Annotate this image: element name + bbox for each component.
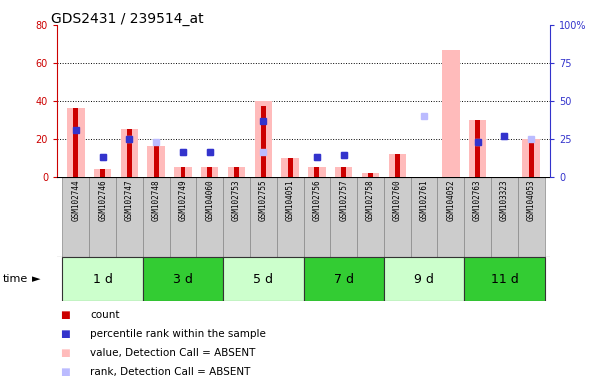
Bar xyxy=(143,257,223,301)
Text: GSM103323: GSM103323 xyxy=(500,179,509,221)
Text: 7 d: 7 d xyxy=(334,273,353,286)
Bar xyxy=(491,177,518,257)
Text: GSM102744: GSM102744 xyxy=(72,179,81,221)
Text: GSM102749: GSM102749 xyxy=(178,179,188,221)
Text: GSM102747: GSM102747 xyxy=(125,179,134,221)
Text: ►: ► xyxy=(32,274,40,285)
Bar xyxy=(304,177,331,257)
Bar xyxy=(201,167,219,177)
Bar xyxy=(288,158,293,177)
Bar xyxy=(154,146,159,177)
Bar xyxy=(529,139,534,177)
Bar xyxy=(255,101,272,177)
Bar xyxy=(314,167,319,177)
Text: GSM104053: GSM104053 xyxy=(526,179,535,221)
Bar xyxy=(442,50,460,177)
Text: GSM102761: GSM102761 xyxy=(419,179,429,221)
Text: GSM102756: GSM102756 xyxy=(313,179,322,221)
Bar xyxy=(384,257,464,301)
Bar xyxy=(410,177,438,257)
Text: 1 d: 1 d xyxy=(93,273,112,286)
Bar xyxy=(331,177,357,257)
Bar xyxy=(207,167,212,177)
Bar xyxy=(308,167,326,177)
Text: GDS2431 / 239514_at: GDS2431 / 239514_at xyxy=(51,12,204,25)
Text: 9 d: 9 d xyxy=(414,273,434,286)
Bar xyxy=(73,108,78,177)
Bar xyxy=(518,177,545,257)
Bar xyxy=(438,177,464,257)
Bar xyxy=(368,173,373,177)
Text: ■: ■ xyxy=(60,367,70,377)
Bar xyxy=(197,177,223,257)
Text: GSM102748: GSM102748 xyxy=(151,179,160,221)
Bar xyxy=(169,177,197,257)
Bar xyxy=(384,177,410,257)
Bar xyxy=(357,177,384,257)
Text: GSM102753: GSM102753 xyxy=(232,179,241,221)
Bar xyxy=(100,169,105,177)
Bar xyxy=(362,173,379,177)
Bar xyxy=(223,177,250,257)
Bar xyxy=(475,120,480,177)
Bar xyxy=(304,257,384,301)
Text: GSM104052: GSM104052 xyxy=(447,179,456,221)
Text: rank, Detection Call = ABSENT: rank, Detection Call = ABSENT xyxy=(90,367,251,377)
Bar xyxy=(94,169,111,177)
Text: 3 d: 3 d xyxy=(173,273,193,286)
Bar xyxy=(276,177,304,257)
Bar xyxy=(147,146,165,177)
Bar xyxy=(341,167,346,177)
Bar xyxy=(250,177,276,257)
Text: count: count xyxy=(90,310,120,320)
Text: time: time xyxy=(3,274,28,285)
Text: ■: ■ xyxy=(60,310,70,320)
Text: value, Detection Call = ABSENT: value, Detection Call = ABSENT xyxy=(90,348,255,358)
Text: GSM102760: GSM102760 xyxy=(392,179,401,221)
Text: GSM104060: GSM104060 xyxy=(206,179,215,221)
Text: GSM104051: GSM104051 xyxy=(285,179,294,221)
Bar xyxy=(89,177,116,257)
Text: GSM102746: GSM102746 xyxy=(98,179,107,221)
Text: GSM102755: GSM102755 xyxy=(259,179,268,221)
Bar xyxy=(395,154,400,177)
Bar xyxy=(116,177,143,257)
Bar xyxy=(223,257,304,301)
Bar xyxy=(522,139,540,177)
Bar xyxy=(121,129,138,177)
Text: GSM102758: GSM102758 xyxy=(366,179,375,221)
Bar xyxy=(228,167,245,177)
Text: percentile rank within the sample: percentile rank within the sample xyxy=(90,329,266,339)
Bar xyxy=(63,257,143,301)
Bar xyxy=(63,177,89,257)
Text: ■: ■ xyxy=(60,329,70,339)
Text: GSM102757: GSM102757 xyxy=(339,179,348,221)
Bar xyxy=(388,154,406,177)
Text: 5 d: 5 d xyxy=(254,273,273,286)
Bar xyxy=(67,108,85,177)
Text: GSM102763: GSM102763 xyxy=(473,179,482,221)
Bar xyxy=(464,257,545,301)
Bar xyxy=(281,158,299,177)
Bar xyxy=(261,106,266,177)
Bar xyxy=(234,167,239,177)
Text: ■: ■ xyxy=(60,348,70,358)
Text: 11 d: 11 d xyxy=(490,273,518,286)
Bar xyxy=(464,177,491,257)
Bar xyxy=(180,167,186,177)
Bar xyxy=(143,177,169,257)
Bar xyxy=(335,167,352,177)
Bar xyxy=(127,129,132,177)
Bar xyxy=(174,167,192,177)
Bar xyxy=(469,120,486,177)
